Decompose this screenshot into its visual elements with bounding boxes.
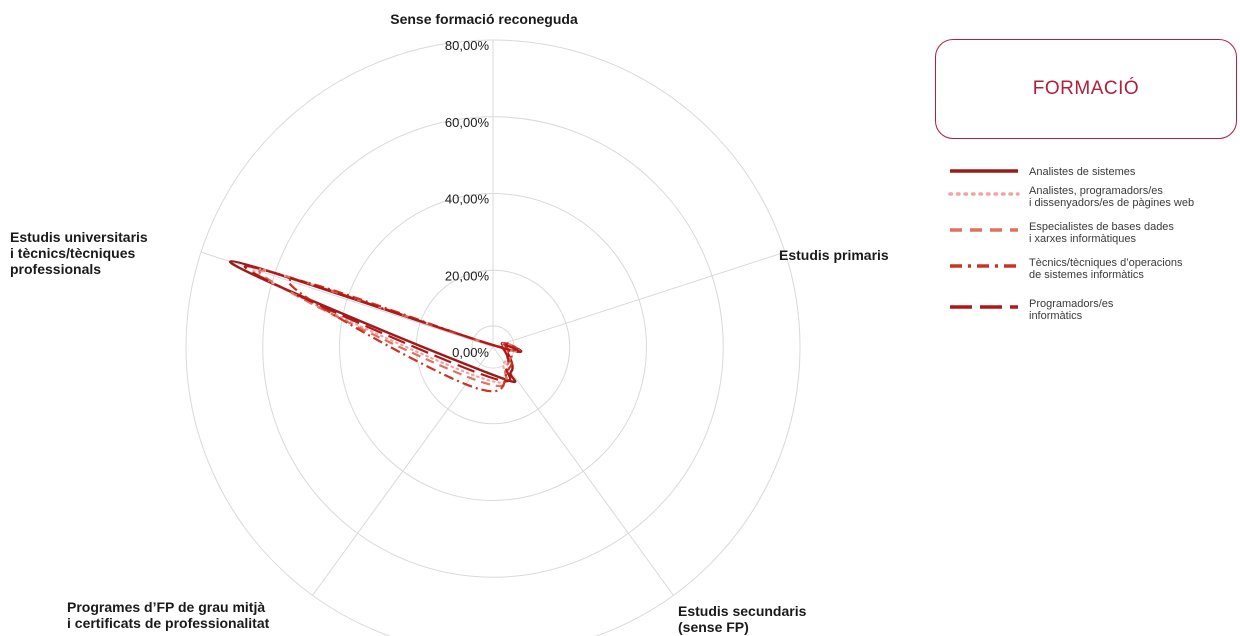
legend-label-3-line-0: Tècnics/tècniques d’operacions [1029,257,1183,269]
radar-axis-labels: Sense formació reconeguda Estudis primari… [10,11,889,635]
axis-label-2-line-0: Estudis secundaris [678,603,807,619]
axis-label-3-line-1: i certificats de professionalitat [67,615,270,631]
legend-label-4-line-0: Programadors/es [1029,298,1114,310]
legend-label-2-line-1: i xarxes informàtiques [1029,233,1136,245]
axis-label-3-line-0: Programes d’FP de grau mitjà [67,599,265,615]
legend-label-2-line-0: Especialistes de bases dades [1029,221,1174,233]
axis-label-1-line-0: Estudis primaris [779,247,889,263]
legend-label-1-line-0: Analistes, programadors/es [1029,185,1163,197]
axis-label-0-line-0: Sense formació reconeguda [390,11,578,27]
axis-label-4-line-0: Estudis universitaris [10,229,148,245]
axis-label-2-line-1: (sense FP) [678,619,749,635]
grid-spoke-1 [492,251,786,348]
tick-label-2: 40,00% [445,192,490,207]
legend-label-0-line-0: Analistes de sistemes [1029,166,1136,178]
tick-label-4: 80,00% [445,38,490,53]
legend-label-4-line-1: informàtics [1029,310,1083,322]
radar-tick-labels: 0,00% 20,00% 40,00% 60,00% 80,00% [445,38,490,360]
grid-spoke-3 [312,346,494,596]
legend-label-3-line-1: de sistemes informàtics [1029,269,1144,281]
series-line-4 [243,265,521,383]
tick-label-1: 20,00% [445,268,490,283]
radar-series [228,260,523,393]
axis-label-4-line-2: professionals [10,261,101,277]
grid-spoke-4 [200,251,494,348]
legend-label-1-line-1: i dissenyadors/es de pàgines web [1029,197,1194,209]
axis-label-4-line-1: i tècnics/tècniques [10,245,135,261]
tick-label-3: 60,00% [445,115,490,130]
grid-spoke-2 [492,346,674,596]
chart-title: FORMACIÓ [1032,78,1140,99]
legend: Analistes de sistemes Analistes, programa… [948,166,1194,322]
series-line-3 [287,278,518,393]
chart-title-box: FORMACIÓ [935,39,1237,139]
radar-grid [185,39,801,636]
tick-label-0: 0,00% [452,345,489,360]
